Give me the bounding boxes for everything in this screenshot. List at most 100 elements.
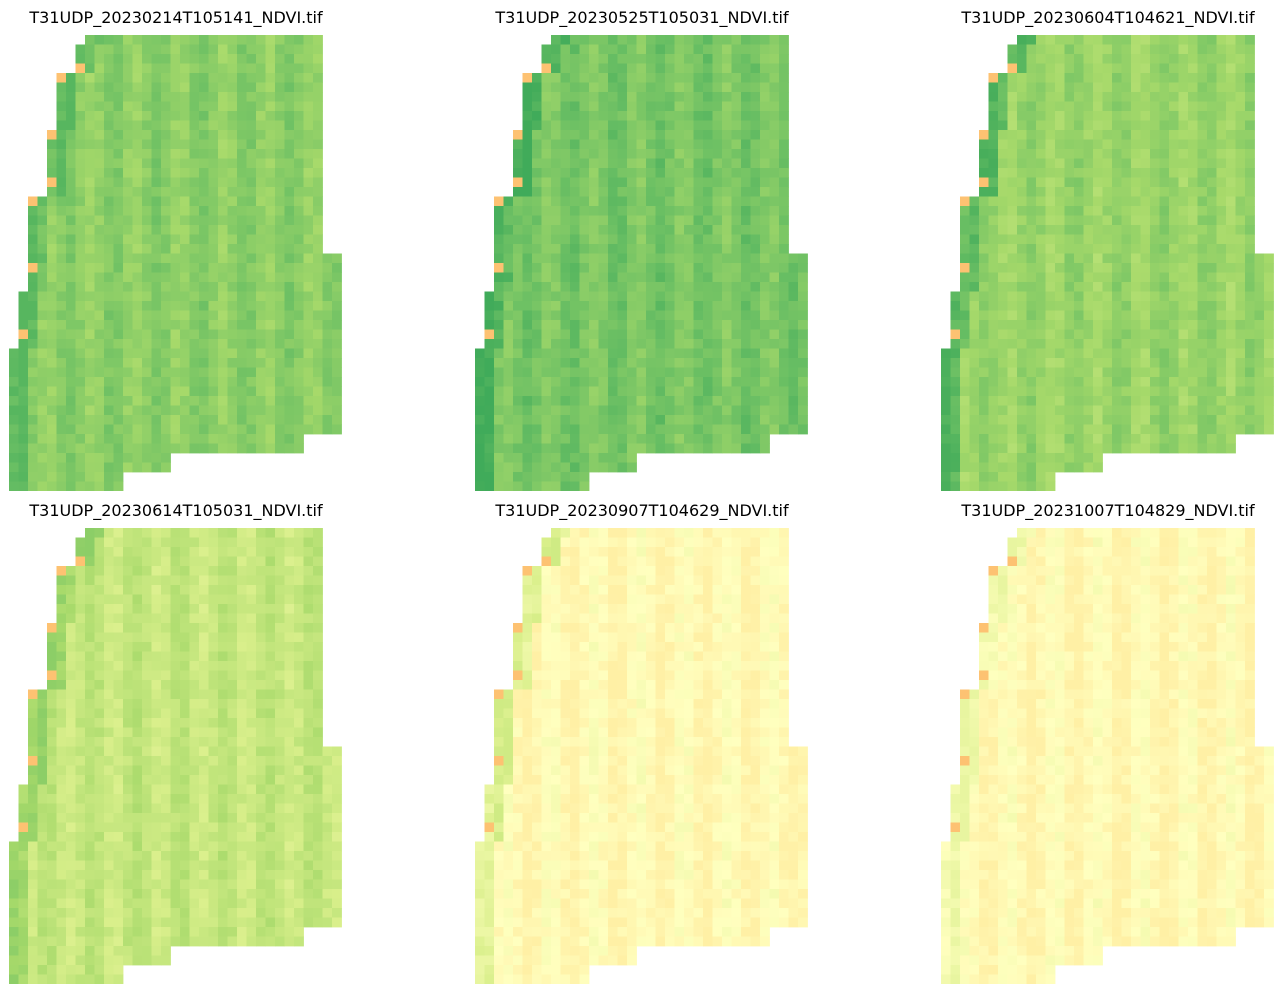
ndvi-pixel	[627, 101, 637, 112]
ndvi-pixel	[684, 396, 694, 406]
ndvi-pixel	[532, 177, 542, 188]
ndvi-pixel	[1197, 177, 1208, 188]
ndvi-pixel	[151, 556, 162, 567]
ndvi-pixel	[313, 263, 323, 273]
ndvi-pixel	[199, 130, 209, 140]
ndvi-pixel	[132, 339, 143, 349]
ndvi-pixel	[551, 35, 561, 45]
ndvi-pixel	[180, 528, 190, 538]
ndvi-pixel	[760, 130, 770, 140]
ndvi-pixel	[1064, 149, 1075, 159]
ndvi-pixel	[123, 405, 133, 416]
ndvi-pixel	[693, 386, 704, 397]
ndvi-pixel	[37, 405, 48, 416]
ndvi-pixel	[1235, 367, 1246, 378]
ndvi-pixel	[684, 82, 694, 93]
ndvi-pixel	[703, 301, 713, 311]
ndvi-pixel	[1026, 291, 1037, 302]
ndvi-pixel	[208, 585, 219, 595]
ndvi-pixel	[655, 339, 666, 349]
ndvi-pixel	[769, 339, 780, 349]
ndvi-pixel	[1121, 215, 1132, 226]
ndvi-pixel	[189, 651, 200, 662]
ndvi-pixel	[760, 82, 770, 93]
ndvi-pixel	[256, 651, 266, 662]
ndvi-pixel	[598, 329, 609, 340]
ndvi-pixel	[731, 282, 742, 292]
ndvi-pixel	[1264, 424, 1274, 435]
ndvi-pixel	[1178, 358, 1189, 368]
ndvi-pixel	[636, 377, 647, 387]
ndvi-pixel	[313, 339, 323, 349]
ndvi-pixel	[47, 320, 57, 330]
ndvi-pixel	[1188, 282, 1198, 292]
ndvi-pixel	[636, 111, 647, 121]
ndvi-pixel	[142, 632, 152, 643]
ndvi-pixel	[1055, 187, 1065, 197]
ndvi-pixel	[208, 348, 219, 359]
ndvi-pixel	[779, 54, 789, 64]
ndvi-pixel	[113, 472, 124, 482]
ndvi-pixel	[636, 63, 647, 74]
ndvi-pixel	[941, 348, 951, 359]
ndvi-pixel	[1207, 358, 1217, 368]
ndvi-pixel	[988, 405, 999, 416]
ndvi-pixel	[1083, 177, 1094, 188]
ndvi-pixel	[551, 462, 561, 473]
ndvi-pixel	[284, 651, 295, 662]
ndvi-pixel	[475, 415, 485, 425]
ndvi-pixel	[256, 680, 266, 690]
ndvi-pixel	[275, 92, 285, 102]
ndvi-pixel	[265, 139, 276, 150]
ndvi-pixel	[246, 727, 257, 738]
ndvi-pixel	[1245, 101, 1255, 112]
ndvi-pixel	[142, 547, 152, 557]
ndvi-pixel	[1017, 377, 1027, 387]
ndvi-pixel	[256, 54, 266, 64]
ndvi-pixel	[104, 642, 114, 652]
ndvi-pixel	[1226, 215, 1236, 226]
ndvi-pixel	[665, 149, 675, 159]
ndvi-pixel	[85, 282, 95, 292]
ndvi-pixel	[189, 54, 200, 64]
ndvi-pixel	[132, 377, 143, 387]
ndvi-pixel	[1140, 101, 1151, 112]
ndvi-pixel	[1045, 54, 1056, 64]
ndvi-pixel	[693, 54, 704, 64]
ndvi-pixel	[1045, 63, 1056, 74]
ndvi-pixel	[598, 44, 609, 55]
ndvi-pixel	[199, 263, 209, 273]
ndvi-pixel	[608, 405, 618, 416]
ndvi-pixel	[950, 320, 961, 330]
ndvi-pixel	[66, 396, 76, 406]
ndvi-pixel	[294, 35, 304, 45]
ndvi-pixel	[750, 424, 761, 435]
ndvi-pixel	[1102, 263, 1113, 273]
ndvi-pixel	[988, 196, 999, 207]
ndvi-pixel	[579, 377, 590, 387]
ndvi-pixel	[85, 339, 95, 349]
ndvi-pixel	[56, 348, 67, 359]
ndvi-pixel	[199, 120, 209, 131]
ndvi-pixel	[132, 528, 143, 538]
ndvi-pixel	[950, 348, 961, 359]
ndvi-pixel	[1131, 130, 1141, 140]
ndvi-pixel	[960, 386, 970, 397]
ndvi-pixel	[1178, 111, 1189, 121]
ndvi-pixel	[636, 206, 647, 216]
ndvi-pixel	[246, 613, 257, 624]
ndvi-pixel	[760, 139, 770, 150]
ndvi-pixel	[66, 651, 76, 662]
ndvi-pixel	[741, 405, 751, 416]
ndvi-pixel	[769, 244, 780, 254]
ndvi-pixel	[1216, 244, 1227, 254]
ndvi-pixel	[1026, 424, 1037, 435]
ndvi-pixel	[541, 396, 552, 406]
ndvi-pixel	[712, 82, 723, 93]
ndvi-pixel	[560, 63, 571, 74]
ndvi-pixel	[151, 386, 162, 397]
ndvi-pixel	[503, 396, 514, 406]
ndvi-pixel	[1045, 272, 1056, 283]
ndvi-pixel	[170, 177, 181, 188]
ndvi-pixel	[1226, 196, 1236, 207]
